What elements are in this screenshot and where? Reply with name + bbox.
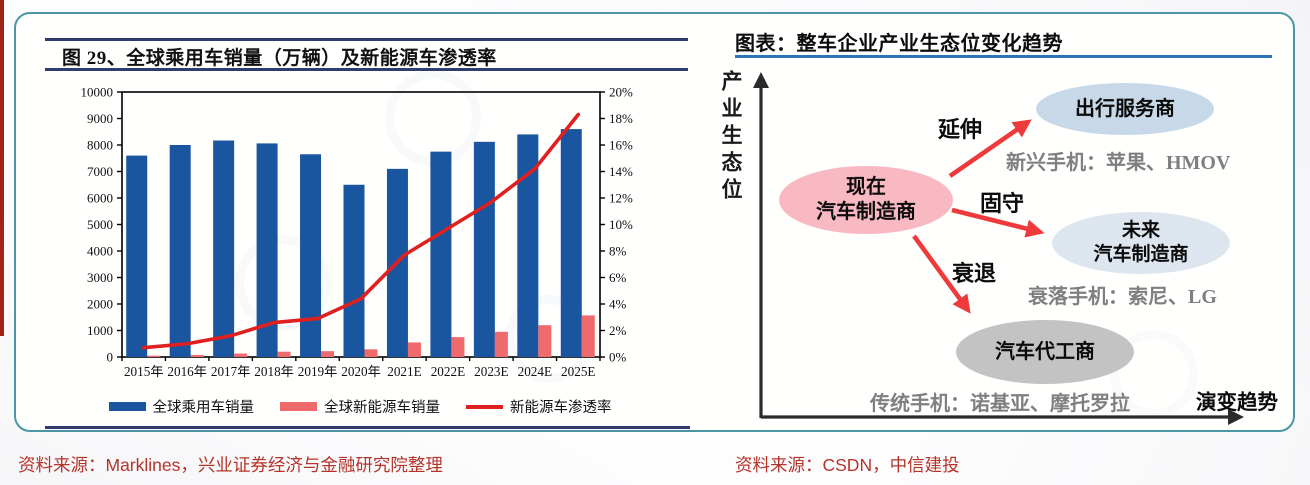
right-tick-label: 4% [609,297,627,312]
node-label-line: 出行服务商 [1075,97,1175,120]
extend-arrow [948,119,1032,178]
right-tick-label: 16% [609,138,633,153]
figure-bottom-rule [45,426,690,429]
category-label: 2022E [431,364,465,379]
total-sales-bar [517,134,539,357]
nev-sales-bar [538,325,552,357]
decline-arrow-label: 衰退 [952,261,997,286]
legend-label: 全球乘用车销量 [152,400,255,416]
nev-sales-bar [451,337,465,357]
right-tick-label: 14% [609,164,633,179]
total-sales-bar [343,184,365,357]
category-label: 2025E [561,364,595,379]
nev-sales-bar [364,349,378,357]
total-sales-bar [169,145,191,357]
hold-arrow [951,207,1045,238]
category-label: 2015年 [124,364,164,379]
category-label: 2023E [474,364,508,379]
left-tick-label: 0 [107,350,114,365]
left-tick-label: 1000 [87,323,113,338]
decline-arrow [912,234,971,314]
right-tick-label: 2% [609,323,627,338]
extend-arrow-label: 延伸 [938,117,983,142]
left-tick-label: 9000 [87,111,113,126]
node-label-line: 汽车代工商 [995,340,1095,363]
left-tick-label: 6000 [87,191,113,206]
left-tick-label: 3000 [87,270,113,285]
category-label: 2019年 [298,364,338,379]
node-label-line: 汽车制造商 [816,201,916,223]
annotation-traditional-phones: 传统手机：诺基亚、摩托罗拉 [870,393,1130,415]
left-tick-label: 2000 [87,297,113,312]
node-label-line: 未来 [1121,220,1160,242]
total-sales-bar [300,154,322,357]
figure-title-rule [45,68,688,71]
left-tick-label: 5000 [87,217,113,232]
left-tick-label: 8000 [87,138,113,153]
legend-label: 全球新能源车销量 [324,400,440,416]
diagram-y-axis-label: 产业生态位 [719,70,743,205]
right-tick-label: 10% [609,217,633,232]
annotation-declining-phones: 衰落手机：索尼、LG [1028,286,1217,308]
right-diagram-title: 图表：整车企业产业生态位变化趋势 [735,33,1063,55]
nev-sales-bar [407,342,421,357]
right-source-note: 资料来源：CSDN，中信建投 [735,455,960,475]
right-tick-label: 12% [609,191,633,206]
node-mobility-service: 出行服务商 [1036,83,1214,135]
nev-sales-bar [494,331,508,357]
legend-item-nev-sales: 全球新能源车销量 [280,396,440,417]
category-label: 2016年 [167,364,207,379]
node-label-line: 汽车制造商 [1093,244,1189,265]
nev-sales-bar [277,351,291,357]
legend-item-total-sales: 全球乘用车销量 [108,396,255,417]
total-sales-bar [560,129,582,357]
category-label: 2017年 [211,364,251,379]
right-tick-label: 6% [609,270,627,285]
legend-label: 新能源车渗透率 [510,400,612,416]
right-tick-label: 20% [609,85,633,100]
node-future-automaker: 未来 汽车制造商 [1052,212,1230,274]
page-edge-accent [0,0,4,336]
red-line-swatch [466,404,503,409]
left-tick-label: 10000 [81,85,114,100]
nev-sales-bar [147,355,161,357]
niche-evolution-diagram-axes [753,72,1244,425]
figure-top-rule [45,38,688,41]
nev-sales-bar [321,351,335,357]
right-tick-label: 18% [609,111,633,126]
diagram-x-axis-label: 演变趋势 [1196,392,1278,414]
left-tick-label: 7000 [87,164,113,179]
sales-penetration-chart: 0 1000 2000 3000 4000 5000 6000 7000 8000 9000 100… [81,85,634,380]
annotation-emerging-phones: 新兴手机：苹果、HMOV [1006,152,1231,174]
total-sales-bar [213,140,235,357]
nev-sales-bar [190,354,204,357]
right-diagram-title-rule [735,55,1272,58]
left-source-note: 资料来源：Marklines，兴业证券经济与金融研究院整理 [18,455,443,475]
node-label-line: 现在 [846,176,886,198]
total-sales-bar [473,141,495,357]
total-sales-bar [430,151,452,357]
category-label: 2021E [387,364,421,379]
nev-sales-bar [581,315,595,357]
nev-sales-bar [234,353,248,357]
left-tick-label: 4000 [87,244,113,259]
left-figure-title: 图 29、全球乘用车销量（万辆）及新能源车渗透率 [62,48,497,69]
right-tick-label: 8% [609,244,627,259]
node-contract-manufacturer: 汽车代工商 [956,320,1134,384]
category-label: 2024E [518,364,552,379]
legend-item-penetration: 新能源车渗透率 [466,396,612,417]
blue-bar-swatch [108,402,146,411]
category-label: 2018年 [254,364,294,379]
node-current-automaker: 现在 汽车制造商 [779,166,953,234]
penetration-line [141,112,581,350]
hold-arrow-label: 固守 [980,191,1025,216]
pink-bar-swatch [280,402,317,411]
category-label: 2020年 [341,364,381,379]
total-sales-bar [256,143,278,357]
right-tick-label: 0% [609,350,627,365]
chart-legend: 全球乘用车销量 全球新能源车销量 新能源车渗透率 [108,396,612,417]
total-sales-bar [126,155,148,357]
